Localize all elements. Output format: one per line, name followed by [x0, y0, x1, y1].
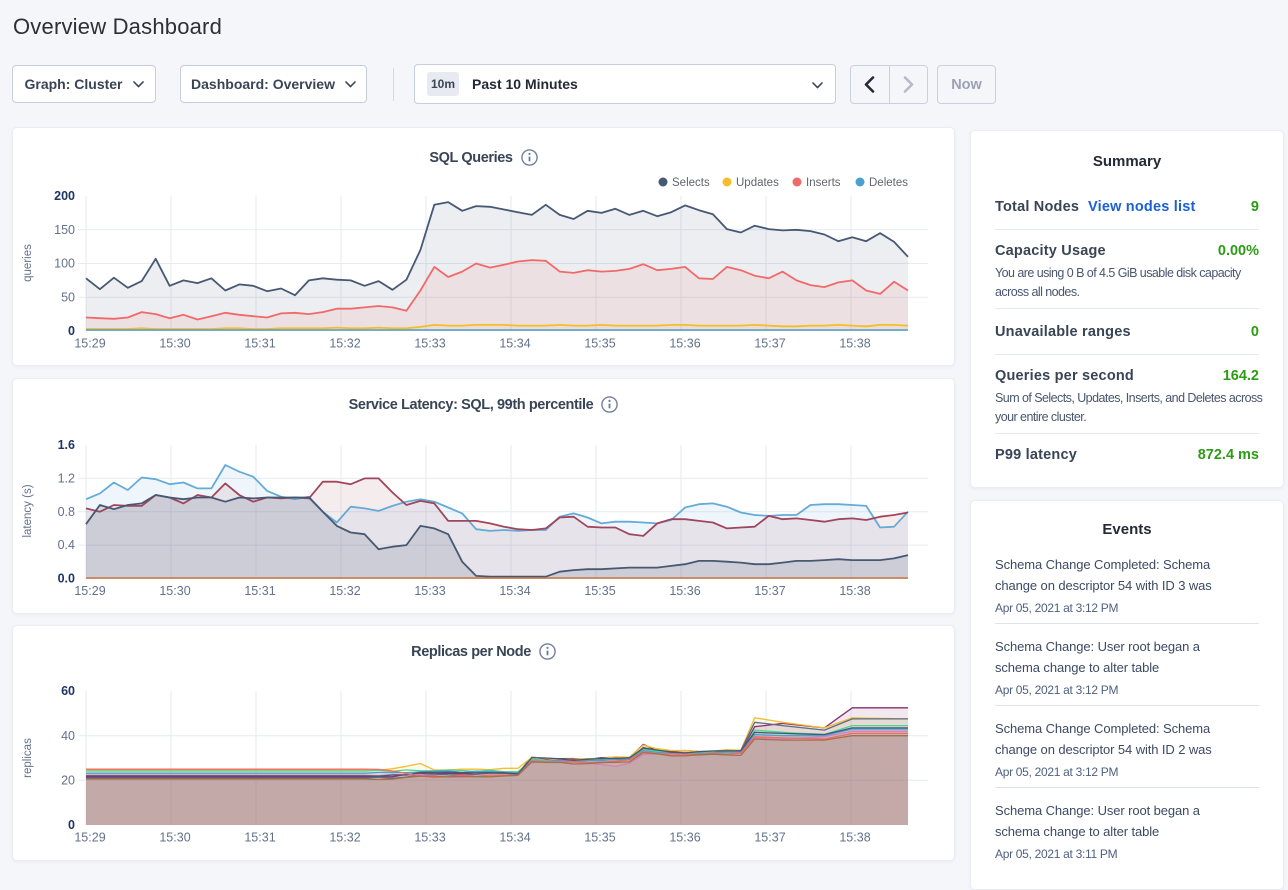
svg-text:1.6: 1.6 [58, 438, 75, 452]
svg-text:Deletes: Deletes [869, 177, 908, 189]
svg-text:15:31: 15:31 [244, 584, 275, 598]
svg-text:15:38: 15:38 [839, 584, 870, 598]
svg-text:15:30: 15:30 [159, 337, 190, 351]
svg-text:replicas: replicas [22, 738, 34, 778]
svg-text:15:34: 15:34 [499, 584, 530, 598]
svg-text:15:35: 15:35 [584, 584, 615, 598]
svg-text:50: 50 [61, 290, 75, 304]
svg-text:15:38: 15:38 [839, 337, 870, 351]
svg-text:15:29: 15:29 [74, 584, 105, 598]
svg-text:15:32: 15:32 [329, 337, 360, 351]
svg-text:0.0: 0.0 [58, 572, 75, 586]
svg-text:15:31: 15:31 [244, 831, 275, 845]
svg-text:Updates: Updates [736, 177, 779, 189]
svg-text:Selects: Selects [672, 177, 710, 189]
svg-text:Inserts: Inserts [806, 177, 841, 189]
svg-text:15:29: 15:29 [74, 831, 105, 845]
svg-text:15:32: 15:32 [329, 831, 360, 845]
svg-text:100: 100 [54, 257, 75, 271]
svg-text:15:33: 15:33 [414, 337, 445, 351]
svg-text:queries: queries [22, 244, 34, 282]
svg-text:15:38: 15:38 [839, 831, 870, 845]
svg-text:0.4: 0.4 [58, 538, 75, 552]
svg-text:20: 20 [61, 774, 75, 788]
svg-text:15:35: 15:35 [584, 337, 615, 351]
svg-text:15:34: 15:34 [499, 831, 530, 845]
svg-text:15:35: 15:35 [584, 831, 615, 845]
svg-text:15:36: 15:36 [669, 831, 700, 845]
svg-text:0: 0 [68, 324, 75, 338]
svg-text:15:29: 15:29 [74, 337, 105, 351]
svg-text:15:32: 15:32 [329, 584, 360, 598]
svg-text:15:36: 15:36 [669, 337, 700, 351]
svg-text:15:31: 15:31 [244, 337, 275, 351]
svg-text:150: 150 [54, 223, 75, 237]
svg-text:15:34: 15:34 [499, 337, 530, 351]
svg-text:15:37: 15:37 [754, 584, 785, 598]
svg-text:60: 60 [61, 684, 75, 698]
svg-text:15:36: 15:36 [669, 584, 700, 598]
svg-text:1.2: 1.2 [58, 472, 75, 486]
svg-text:15:30: 15:30 [159, 831, 190, 845]
svg-text:0.8: 0.8 [58, 505, 75, 519]
svg-text:15:37: 15:37 [754, 831, 785, 845]
svg-text:15:33: 15:33 [414, 831, 445, 845]
svg-text:latency (s): latency (s) [22, 484, 34, 537]
svg-text:15:33: 15:33 [414, 584, 445, 598]
svg-text:40: 40 [61, 729, 75, 743]
svg-text:200: 200 [54, 189, 75, 203]
svg-text:0: 0 [68, 818, 75, 832]
svg-text:15:37: 15:37 [754, 337, 785, 351]
svg-text:15:30: 15:30 [159, 584, 190, 598]
